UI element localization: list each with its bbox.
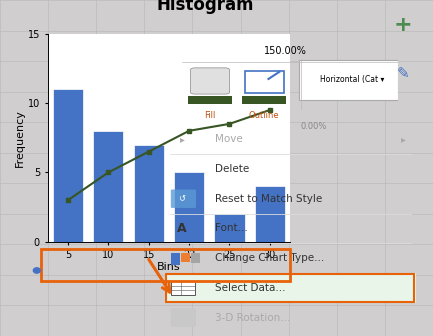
Text: Select Data...: Select Data... [215,283,285,293]
Y-axis label: Frequency: Frequency [15,109,25,167]
Text: Horizontal (Cat ▾: Horizontal (Cat ▾ [320,76,385,84]
Text: Delete: Delete [215,164,249,174]
Text: ▸: ▸ [180,134,184,144]
Bar [133,145,164,242]
Text: Move: Move [215,134,242,144]
FancyBboxPatch shape [299,60,398,100]
FancyBboxPatch shape [171,308,196,327]
Text: 3-D Rotation...: 3-D Rotation... [215,313,290,323]
Bar [166,274,414,302]
Bar [181,253,190,261]
Text: Change Chart Type...: Change Chart Type... [215,253,324,263]
Text: ✎: ✎ [396,67,409,81]
Text: ↺: ↺ [179,194,186,203]
Bar [53,89,83,242]
Text: Outline: Outline [249,111,279,120]
Bar [171,253,180,265]
Text: 0.00%: 0.00% [301,122,327,131]
Bar [214,214,245,242]
Text: Font...: Font... [215,223,248,234]
FancyBboxPatch shape [171,190,196,208]
Text: +: + [393,15,412,35]
X-axis label: Bins: Bins [157,262,181,272]
Text: Reset to Match Style: Reset to Match Style [215,194,322,204]
Bar [188,96,232,104]
Text: Fill: Fill [204,111,216,120]
Text: 150.00%: 150.00% [264,46,307,56]
Bar [191,253,200,263]
Bar [171,281,195,295]
Bar [255,186,285,242]
FancyBboxPatch shape [245,71,284,93]
FancyBboxPatch shape [191,68,229,94]
Bar [174,172,204,242]
Title: Histogram: Histogram [156,0,254,14]
Text: ▸: ▸ [401,134,406,144]
Bar [93,131,123,242]
Bar [165,273,416,303]
Bar [242,96,286,104]
Text: A: A [177,222,187,235]
